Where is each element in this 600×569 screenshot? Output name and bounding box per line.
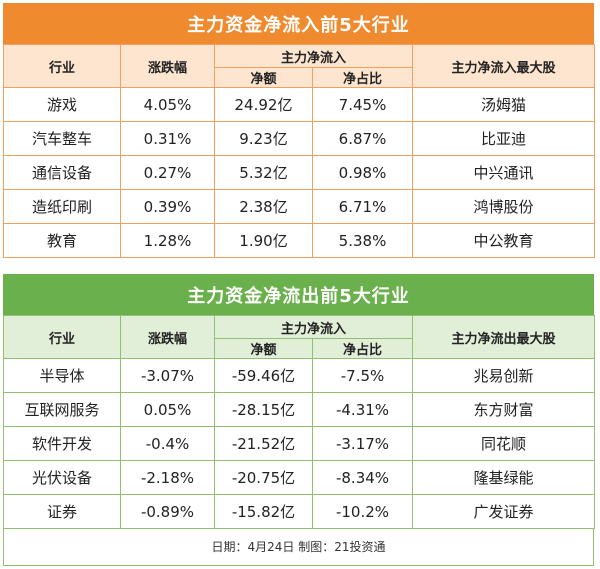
cell-industry: 造纸印刷: [3, 189, 121, 224]
header-change: 涨跌幅: [120, 44, 215, 88]
cell-net: 1.90亿: [214, 223, 313, 258]
capital-flow-infographic: 主力资金净流入前5大行业 行业 涨跌幅 主力净流入 主力净流入最大股 净额 净占…: [3, 3, 596, 566]
cell-net: -28.15亿: [214, 392, 313, 427]
header-top-stock: 主力净流出最大股: [412, 315, 596, 359]
inflow-title: 主力资金净流入前5大行业: [3, 3, 594, 44]
cell-change: 0.39%: [120, 189, 215, 224]
header-net-amount: 净额: [214, 338, 313, 359]
table-row: 光伏设备 -2.18% -20.75亿 -8.34% 隆基绿能: [3, 460, 596, 495]
cell-net: -59.46亿: [214, 358, 313, 393]
footer-caption: 日期：4月24日 制图：21投资通: [3, 528, 594, 566]
header-top-stock: 主力净流入最大股: [412, 44, 596, 88]
cell-change: 0.05%: [120, 392, 215, 427]
cell-top: 同花顺: [412, 426, 596, 461]
cell-industry: 光伏设备: [3, 460, 121, 495]
cell-top: 中兴通讯: [412, 155, 596, 190]
cell-industry: 软件开发: [3, 426, 121, 461]
cell-net: -20.75亿: [214, 460, 313, 495]
cell-change: 4.05%: [120, 87, 215, 122]
outflow-table: 行业 涨跌幅 主力净流入 主力净流出最大股 净额 净占比 半导体 -3.07% -5…: [3, 315, 596, 529]
cell-change: 0.27%: [120, 155, 215, 190]
header-net-ratio: 净占比: [311, 338, 414, 359]
header-change: 涨跌幅: [120, 315, 215, 359]
cell-industry: 游戏: [3, 87, 121, 122]
table-row: 造纸印刷 0.39% 2.38亿 6.71% 鸿博股份: [3, 189, 596, 224]
cell-top: 中公教育: [412, 223, 596, 258]
table-row: 互联网服务 0.05% -28.15亿 -4.31% 东方财富: [3, 392, 596, 427]
cell-top: 隆基绿能: [412, 460, 596, 495]
cell-ratio: -8.34%: [311, 460, 414, 495]
table-row: 证券 -0.89% -15.82亿 -10.2% 广发证券: [3, 494, 596, 529]
cell-net: 9.23亿: [214, 121, 313, 156]
cell-net: -21.52亿: [214, 426, 313, 461]
cell-change: -2.18%: [120, 460, 215, 495]
inflow-table: 行业 涨跌幅 主力净流入 主力净流入最大股 净额 净占比 游戏 4.05% 24.9…: [3, 44, 596, 258]
cell-industry: 教育: [3, 223, 121, 258]
outflow-title: 主力资金净流出前5大行业: [3, 274, 594, 315]
table-row: 游戏 4.05% 24.92亿 7.45% 汤姆猫: [3, 87, 596, 122]
cell-top: 东方财富: [412, 392, 596, 427]
cell-net: 2.38亿: [214, 189, 313, 224]
cell-net: 24.92亿: [214, 87, 313, 122]
cell-ratio: 0.98%: [311, 155, 414, 190]
cell-ratio: 6.87%: [311, 121, 414, 156]
cell-industry: 证券: [3, 494, 121, 529]
table-row: 半导体 -3.07% -59.46亿 -7.5% 兆易创新: [3, 358, 596, 393]
cell-ratio: 6.71%: [311, 189, 414, 224]
cell-top: 汤姆猫: [412, 87, 596, 122]
cell-industry: 汽车整车: [3, 121, 121, 156]
header-main-inflow: 主力净流入: [213, 44, 414, 68]
header-main-inflow: 主力净流入: [213, 315, 414, 339]
cell-top: 鸿博股份: [412, 189, 596, 224]
cell-net: 5.32亿: [214, 155, 313, 190]
cell-ratio: -4.31%: [311, 392, 414, 427]
cell-ratio: -10.2%: [311, 494, 414, 529]
cell-industry: 互联网服务: [3, 392, 121, 427]
cell-top: 广发证券: [412, 494, 596, 529]
cell-ratio: -3.17%: [311, 426, 414, 461]
table-row: 汽车整车 0.31% 9.23亿 6.87% 比亚迪: [3, 121, 596, 156]
cell-change: -3.07%: [120, 358, 215, 393]
cell-change: 0.31%: [120, 121, 215, 156]
cell-industry: 半导体: [3, 358, 121, 393]
cell-change: 1.28%: [120, 223, 215, 258]
table-row: 教育 1.28% 1.90亿 5.38% 中公教育: [3, 223, 596, 258]
cell-change: -0.4%: [120, 426, 215, 461]
cell-net: -15.82亿: [214, 494, 313, 529]
cell-industry: 通信设备: [3, 155, 121, 190]
table-row: 软件开发 -0.4% -21.52亿 -3.17% 同花顺: [3, 426, 596, 461]
table-row: 通信设备 0.27% 5.32亿 0.98% 中兴通讯: [3, 155, 596, 190]
header-industry: 行业: [3, 44, 121, 88]
cell-top: 兆易创新: [412, 358, 596, 393]
header-industry: 行业: [3, 315, 121, 359]
cell-top: 比亚迪: [412, 121, 596, 156]
header-net-amount: 净额: [214, 67, 313, 88]
cell-change: -0.89%: [120, 494, 215, 529]
cell-ratio: 5.38%: [311, 223, 414, 258]
cell-ratio: -7.5%: [311, 358, 414, 393]
cell-ratio: 7.45%: [311, 87, 414, 122]
header-net-ratio: 净占比: [311, 67, 414, 88]
